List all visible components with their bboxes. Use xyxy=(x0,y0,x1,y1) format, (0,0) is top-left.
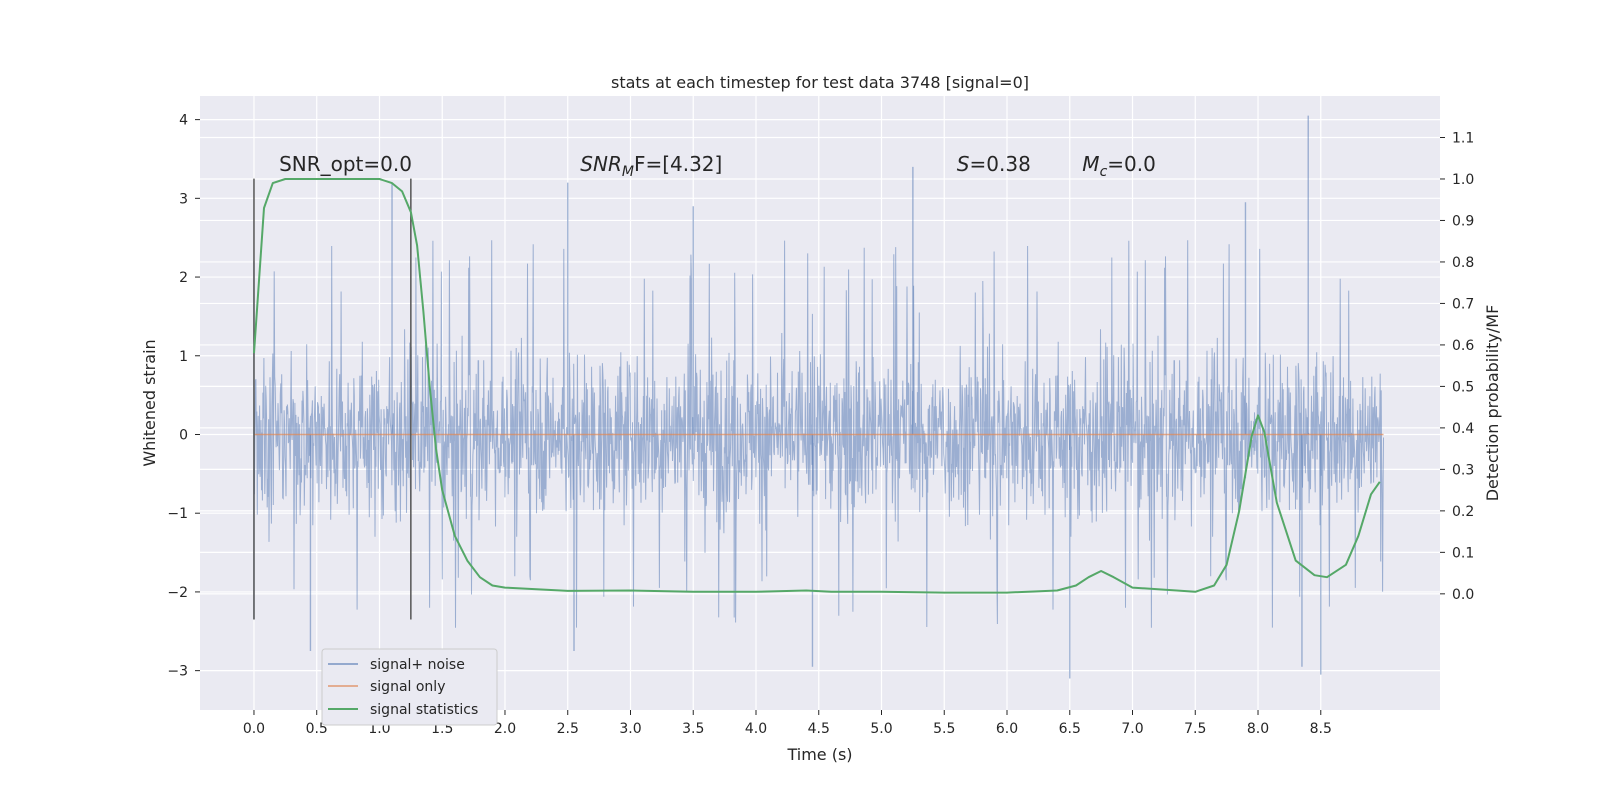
y2-tick-label: 0.6 xyxy=(1452,338,1474,354)
x-tick-label: 7.0 xyxy=(1121,721,1143,737)
x-tick-label: 0.5 xyxy=(306,721,328,737)
annotation-text: SNRMF=[4.32] xyxy=(580,152,722,180)
x-tick-label: 5.0 xyxy=(870,721,892,737)
y2-tick-label: 0.1 xyxy=(1452,545,1474,561)
x-tick-label: 4.0 xyxy=(745,721,767,737)
y-tick-label: −3 xyxy=(167,664,188,680)
x-tick-label: 2.0 xyxy=(494,721,516,737)
y-axis-label: Whitened strain xyxy=(140,339,159,466)
x-tick-label: 8.5 xyxy=(1310,721,1332,737)
signal-plus-noise-series xyxy=(253,115,1384,679)
y2-tick-label: 0.0 xyxy=(1452,587,1474,603)
y2-axis-label: Detection probability/MF xyxy=(1483,305,1502,502)
y-tick-label: 0 xyxy=(179,427,188,443)
x-tick-label: 3.5 xyxy=(682,721,704,737)
x-tick-label: 7.5 xyxy=(1184,721,1206,737)
x-axis-ticks: 0.0 0.5 1.0 1.5 2.0 2.5 3.0 3.5 4.0 4.5 5.0 5.5 6.0 6… xyxy=(243,710,1332,737)
x-tick-label: 6.0 xyxy=(996,721,1018,737)
legend-label-signal-noise: signal+ noise xyxy=(370,657,465,673)
y-tick-label: −1 xyxy=(167,506,188,522)
x-tick-label: 6.5 xyxy=(1059,721,1081,737)
annotations: SNR_opt=0.0 SNRMF=[4.32] S=0.38 Mc=0.0 xyxy=(279,152,1156,180)
y2-tick-label: 1.0 xyxy=(1452,172,1474,188)
legend-label-signal-only: signal only xyxy=(370,679,445,695)
legend: signal+ noise signal only signal statist… xyxy=(321,648,498,726)
x-tick-label: 8.0 xyxy=(1247,721,1269,737)
annotation-text: Mc=0.0 xyxy=(1082,152,1156,180)
y-tick-label: 1 xyxy=(179,349,188,365)
y-tick-label: −2 xyxy=(167,585,188,601)
y2-tick-label: 0.3 xyxy=(1452,462,1474,478)
y2-tick-label: 0.4 xyxy=(1452,421,1474,437)
signal-statistics-line xyxy=(253,178,1381,594)
legend-label-signal-statistics: signal statistics xyxy=(370,702,478,718)
chart-title: stats at each timestep for test data 374… xyxy=(611,73,1029,92)
annotation-text: SNR_opt=0.0 xyxy=(279,152,412,176)
y-axis-ticks: −3 −2 −1 0 1 2 3 4 xyxy=(167,113,200,680)
x-tick-label: 0.0 xyxy=(243,721,265,737)
x-tick-label: 4.5 xyxy=(808,721,830,737)
y2-tick-label: 0.8 xyxy=(1452,255,1474,271)
y2-tick-label: 0.7 xyxy=(1452,296,1474,312)
y-tick-label: 3 xyxy=(179,191,188,207)
y-tick-label: 2 xyxy=(179,270,188,286)
marker-lines xyxy=(253,178,412,620)
y2-tick-label: 0.5 xyxy=(1452,379,1474,395)
x-tick-label: 5.5 xyxy=(933,721,955,737)
x-tick-label: 3.0 xyxy=(619,721,641,737)
signal-statistics-series xyxy=(253,178,1381,594)
x-tick-label: 2.5 xyxy=(557,721,579,737)
noise-trace xyxy=(253,240,1384,628)
y2-tick-label: 1.1 xyxy=(1452,130,1474,146)
y2-tick-label: 0.2 xyxy=(1452,504,1474,520)
y-tick-label: 4 xyxy=(179,113,188,129)
annotation-text: S=0.38 xyxy=(957,152,1031,176)
y2-tick-label: 0.9 xyxy=(1452,213,1474,229)
x-axis-label: Time (s) xyxy=(786,745,852,764)
legend-box xyxy=(321,648,498,726)
y2-axis-ticks: 0.0 0.1 0.2 0.3 0.4 0.5 0.6 0.7 0.8 0.9 1.0 1.1 xyxy=(1440,130,1474,603)
